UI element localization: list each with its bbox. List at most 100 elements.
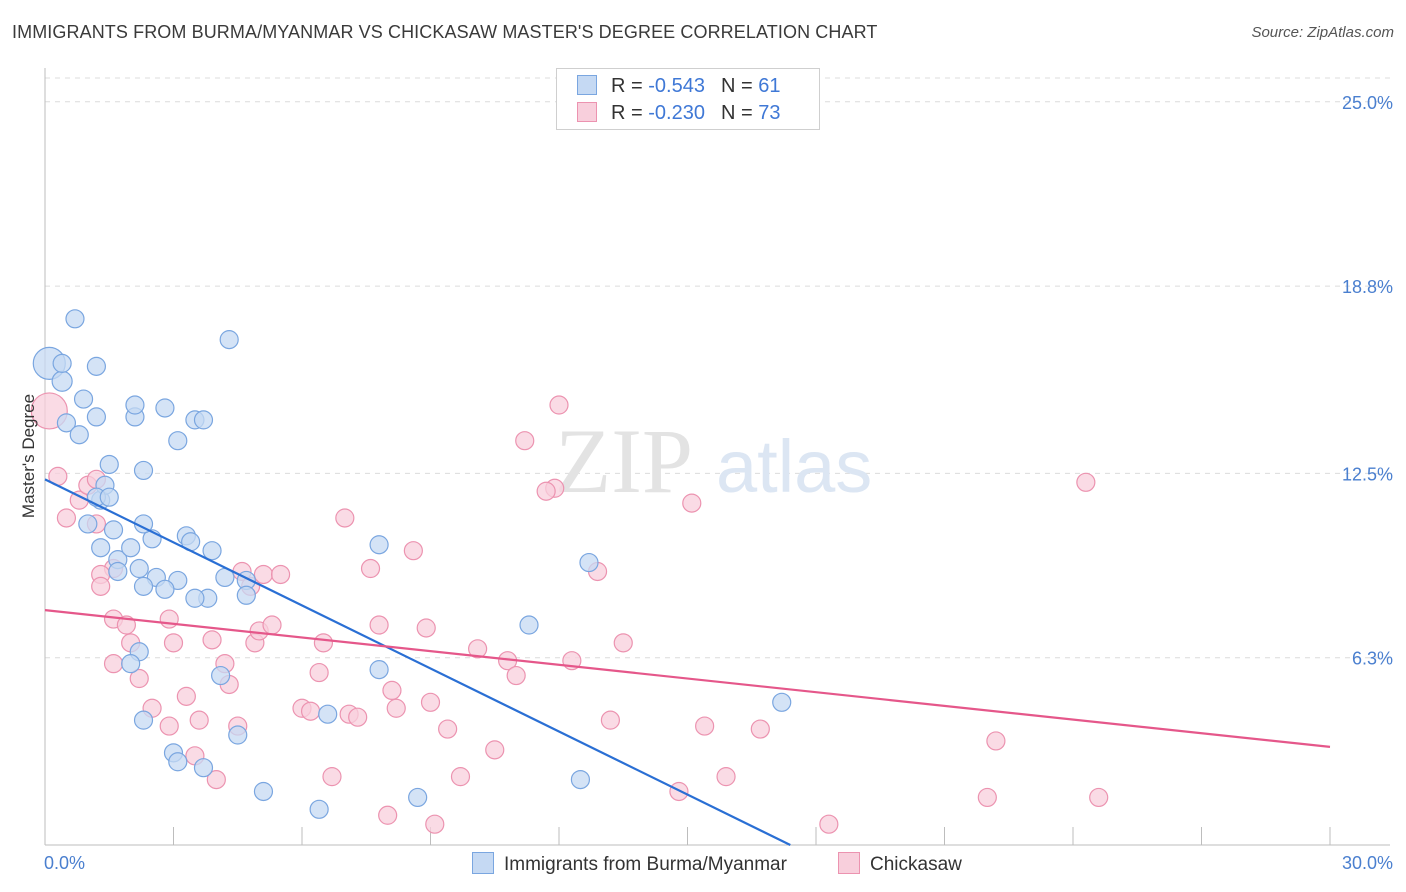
chickasaw-point-56 — [506, 665, 526, 686]
burma-point-14 — [99, 487, 119, 507]
y-tick-label-2: 18.8% — [1342, 277, 1393, 297]
chickasaw-point-41 — [335, 508, 355, 528]
burma-point-41 — [155, 579, 175, 599]
chickasaw-point-51 — [438, 719, 458, 739]
source-label: Source: ZipAtlas.com — [1251, 24, 1394, 41]
chickasaw-point-11 — [116, 615, 136, 635]
chickasaw-point-42 — [360, 558, 381, 579]
burma-point-54 — [369, 535, 389, 555]
burma-point-53 — [318, 704, 338, 724]
chickasaw-point-9 — [91, 576, 111, 596]
chickasaw-point-35 — [300, 701, 321, 721]
burma-point-24 — [108, 561, 128, 582]
chickasaw-point-16 — [159, 609, 179, 629]
chickasaw-point-21 — [189, 710, 209, 730]
chickasaw-point-73 — [1076, 472, 1096, 492]
chickasaw-point-52 — [450, 767, 471, 787]
watermark-zip: ZIP — [555, 410, 693, 512]
burma-point-47 — [168, 752, 188, 772]
burma-point-51 — [253, 781, 274, 802]
bottom-swatch-chickasaw — [838, 852, 860, 874]
trend-lines — [44, 478, 1331, 846]
tick-labels: 6.3% 12.5% 18.8% 25.0% 0.0% 30.0% — [44, 93, 1393, 873]
chickasaw-point-36 — [309, 662, 329, 683]
chickasaw-point-43 — [369, 615, 389, 635]
y-tick-label-1: 12.5% — [1342, 464, 1393, 484]
legend-swatch-burma — [577, 75, 597, 95]
burma-point-15 — [103, 520, 124, 540]
chickasaw-point-57 — [515, 431, 535, 451]
burma-point-12 — [99, 454, 119, 475]
legend-n-burma: 61 — [758, 75, 781, 97]
chickasaw-point-17 — [163, 633, 184, 653]
burma-point-52 — [309, 799, 329, 819]
burma-point-48 — [193, 758, 214, 778]
burma-point-44 — [121, 654, 141, 674]
burma-point-21 — [129, 558, 149, 579]
chickasaw-point-23 — [206, 769, 226, 790]
chickasaw-point-66 — [682, 493, 702, 513]
chickasaw-point-68 — [716, 767, 736, 787]
burma-point-49 — [211, 665, 231, 686]
chart-title: IMMIGRANTS FROM BURMA/MYANMAR VS CHICKAS… — [12, 22, 878, 42]
chickasaw-point-50 — [425, 814, 445, 834]
burma-point-17 — [91, 538, 111, 558]
chickasaw-point-49 — [420, 692, 441, 712]
chickasaw-point-33 — [262, 615, 282, 635]
chickasaw-point-71 — [977, 787, 997, 808]
chickasaw-point-72 — [986, 731, 1006, 751]
chickasaw-point-54 — [485, 740, 505, 760]
bottom-legend-burma: Immigrants from Burma/Myanmar — [472, 852, 787, 876]
bottom-swatch-burma — [472, 852, 494, 874]
legend-r-burma: -0.543 — [648, 75, 705, 97]
chickasaw-point-45 — [382, 680, 402, 701]
chickasaw-point-22 — [202, 630, 222, 650]
watermark-atlas: atlas — [716, 425, 872, 508]
burma-trend-line — [44, 478, 791, 846]
legend-r-chickasaw: -0.230 — [648, 102, 705, 124]
chickasaw-point-18 — [159, 716, 179, 736]
burma-point-19 — [125, 395, 145, 415]
burma-point-4 — [73, 389, 94, 409]
burma-point-11 — [86, 407, 107, 427]
chickasaw-point-13 — [103, 654, 124, 674]
legend-n-chickasaw: 73 — [758, 102, 781, 124]
chickasaw-point-14 — [129, 668, 149, 689]
x-tick-label-min: 0.0% — [44, 853, 85, 873]
chickasaw-point-44 — [378, 805, 398, 825]
correlation-legend: R = -0.543 N = 61 R = -0.230 N = 73 — [556, 68, 820, 130]
burma-point-33 — [202, 541, 222, 561]
chickasaw-point-47 — [403, 541, 423, 561]
chickasaw-point-60 — [549, 395, 569, 415]
bottom-legend-chickasaw: Chickasaw — [838, 852, 962, 876]
burma-points — [32, 309, 792, 819]
burma-point-39 — [185, 588, 205, 608]
x-tick-label-max: 30.0% — [1342, 853, 1393, 873]
burma-point-60 — [772, 692, 792, 712]
chickasaw-point-59 — [536, 481, 556, 501]
burma-point-56 — [408, 787, 428, 808]
burma-point-28 — [168, 431, 188, 451]
burma-point-25 — [133, 460, 154, 481]
burma-point-3 — [52, 353, 72, 373]
legend-row-chickasaw: R = -0.230 N = 73 — [577, 102, 780, 126]
burma-point-55 — [369, 660, 389, 680]
chickasaw-point-63 — [600, 710, 621, 730]
chickasaw-point-37 — [313, 633, 334, 653]
chickasaw-point-38 — [322, 767, 342, 787]
burma-point-50 — [228, 725, 248, 745]
burma-point-37 — [236, 585, 256, 605]
chickasaw-point-70 — [819, 814, 839, 834]
chickasaw-point-64 — [613, 633, 633, 653]
chickasaw-point-74 — [1089, 787, 1109, 808]
y-tick-label-0: 6.3% — [1352, 649, 1393, 669]
burma-point-45 — [133, 710, 154, 730]
burma-point-42 — [133, 576, 154, 596]
chickasaw-point-48 — [416, 618, 436, 638]
burma-point-6 — [69, 425, 89, 445]
legend-swatch-chickasaw — [577, 102, 597, 122]
burma-point-5 — [56, 413, 77, 433]
chickasaw-point-69 — [750, 719, 770, 739]
legend-row-burma: R = -0.543 N = 61 — [577, 75, 780, 99]
axes — [44, 68, 1390, 846]
